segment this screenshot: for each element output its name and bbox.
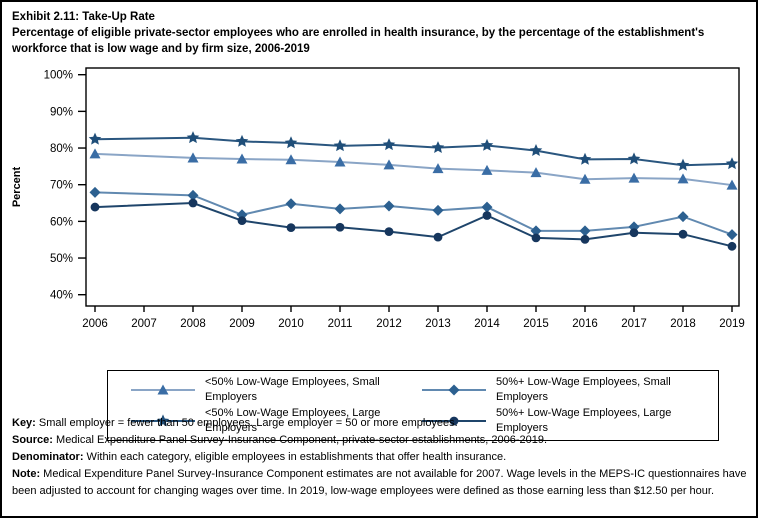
footer-source-line: Source: Medical Expenditure Panel Survey… xyxy=(12,432,752,449)
y-tick-label: 60% xyxy=(50,216,73,228)
page-title: Exhibit 2.11: Take-Up Rate xyxy=(12,11,155,23)
legend-label: <50% Low-Wage Employees, Small Employers xyxy=(205,376,380,403)
x-tick-label: 2013 xyxy=(425,318,451,330)
y-tick-label: 40% xyxy=(50,290,73,302)
y-axis-label: Percent xyxy=(11,166,23,207)
footer-key-label: Key: xyxy=(12,417,36,429)
footer-denominator-label: Denominator: xyxy=(12,451,84,463)
footer-denominator-text: Within each category, eligible employees… xyxy=(83,451,507,463)
y-tick-label: 80% xyxy=(50,143,73,155)
legend-item: 50%+ Low-Wage Employees, Large Employers xyxy=(421,406,712,436)
legend-star-icon xyxy=(131,414,195,427)
footer-note-line: Note: Medical Expenditure Panel Survey-I… xyxy=(12,466,752,500)
x-tick-label: 2008 xyxy=(180,318,206,330)
footer-note-text: Medical Expenditure Panel Survey-Insuran… xyxy=(12,468,747,497)
footer-notes: Key: Small employer = fewer than 50 empl… xyxy=(12,415,752,500)
footer-denominator-line: Denominator: Within each category, eligi… xyxy=(12,449,752,466)
title-block: Exhibit 2.11: Take-Up Rate Percentage of… xyxy=(12,9,749,57)
y-tick-label: 90% xyxy=(50,106,73,118)
footer-note-label: Note: xyxy=(12,468,41,480)
x-tick-label: 2018 xyxy=(670,318,696,330)
x-tick-label: 2019 xyxy=(719,318,745,330)
y-tick-label: 70% xyxy=(50,180,73,192)
y-tick-label: 50% xyxy=(50,253,73,265)
footer-key-text: Small employer = fewer than 50 employees… xyxy=(35,417,458,429)
chart-legend: <50% Low-Wage Employees, Small Employers… xyxy=(107,370,719,441)
legend-label: <50% Low-Wage Employees, Large Employers xyxy=(205,407,381,434)
legend-circle-icon xyxy=(422,416,486,426)
legend-label: 50%+ Low-Wage Employees, Small Employers xyxy=(496,376,671,403)
legend-item: <50% Low-Wage Employees, Large Employers xyxy=(130,406,421,436)
legend-diamond-icon xyxy=(422,384,486,396)
x-tick-label: 2017 xyxy=(621,318,647,330)
x-tick-label: 2009 xyxy=(229,318,255,330)
legend-label: 50%+ Low-Wage Employees, Large Employers xyxy=(496,407,672,434)
x-tick-label: 2012 xyxy=(376,318,402,330)
legend-triangle-icon xyxy=(131,384,195,395)
x-tick-label: 2010 xyxy=(278,318,304,330)
series-markers-circle xyxy=(90,198,737,251)
series-markers-triangle xyxy=(89,148,738,190)
series-markers-diamond xyxy=(89,186,738,241)
x-tick-label: 2011 xyxy=(328,318,353,330)
x-tick-label: 2014 xyxy=(474,318,500,330)
x-tick-label: 2016 xyxy=(572,318,598,330)
footer-source-text: Medical Expenditure Panel Survey-Insuran… xyxy=(52,434,548,446)
series-markers-star xyxy=(88,131,739,171)
y-tick-label: 100% xyxy=(44,70,73,82)
x-tick-label: 2007 xyxy=(131,318,157,330)
legend-item: <50% Low-Wage Employees, Small Employers xyxy=(130,375,421,405)
x-tick-label: 2015 xyxy=(523,318,549,330)
x-tick-label: 2006 xyxy=(82,318,108,330)
legend-item: 50%+ Low-Wage Employees, Small Employers xyxy=(421,375,712,405)
footer-source-label: Source: xyxy=(12,434,53,446)
page-subtitle: Percentage of eligible private-sector em… xyxy=(12,27,705,55)
takeup-rate-line-chart: 100% 90% 80% 70% 60% 50% 40% Percent 2006 2007 200… xyxy=(11,67,745,330)
plot-area-border xyxy=(85,67,740,307)
footer-key-line: Key: Small employer = fewer than 50 empl… xyxy=(12,415,752,432)
